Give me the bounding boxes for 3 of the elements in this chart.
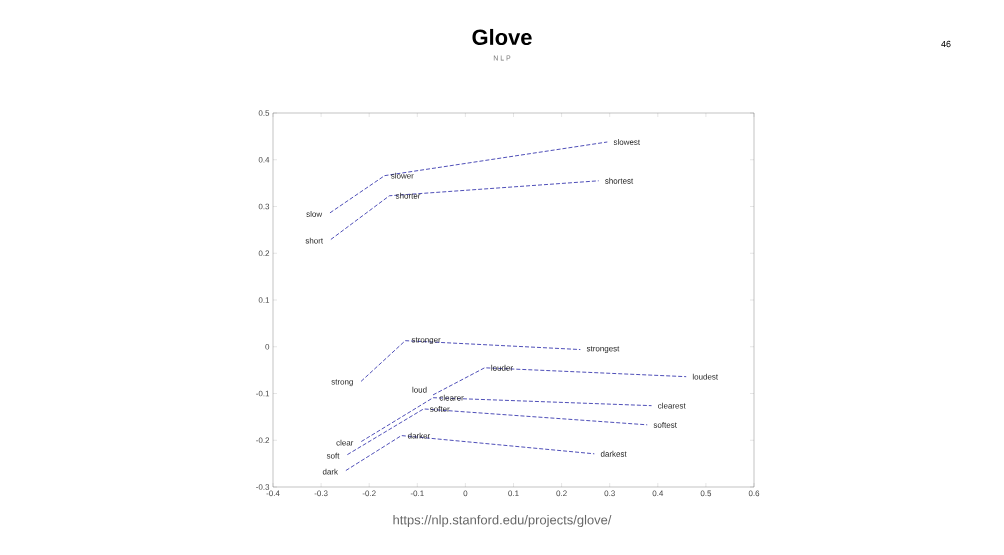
chart-title: Glove: [472, 28, 532, 46]
text: 46: [941, 40, 951, 48]
text: https://nlp.stanford.edu/projects/glove/: [393, 514, 612, 528]
